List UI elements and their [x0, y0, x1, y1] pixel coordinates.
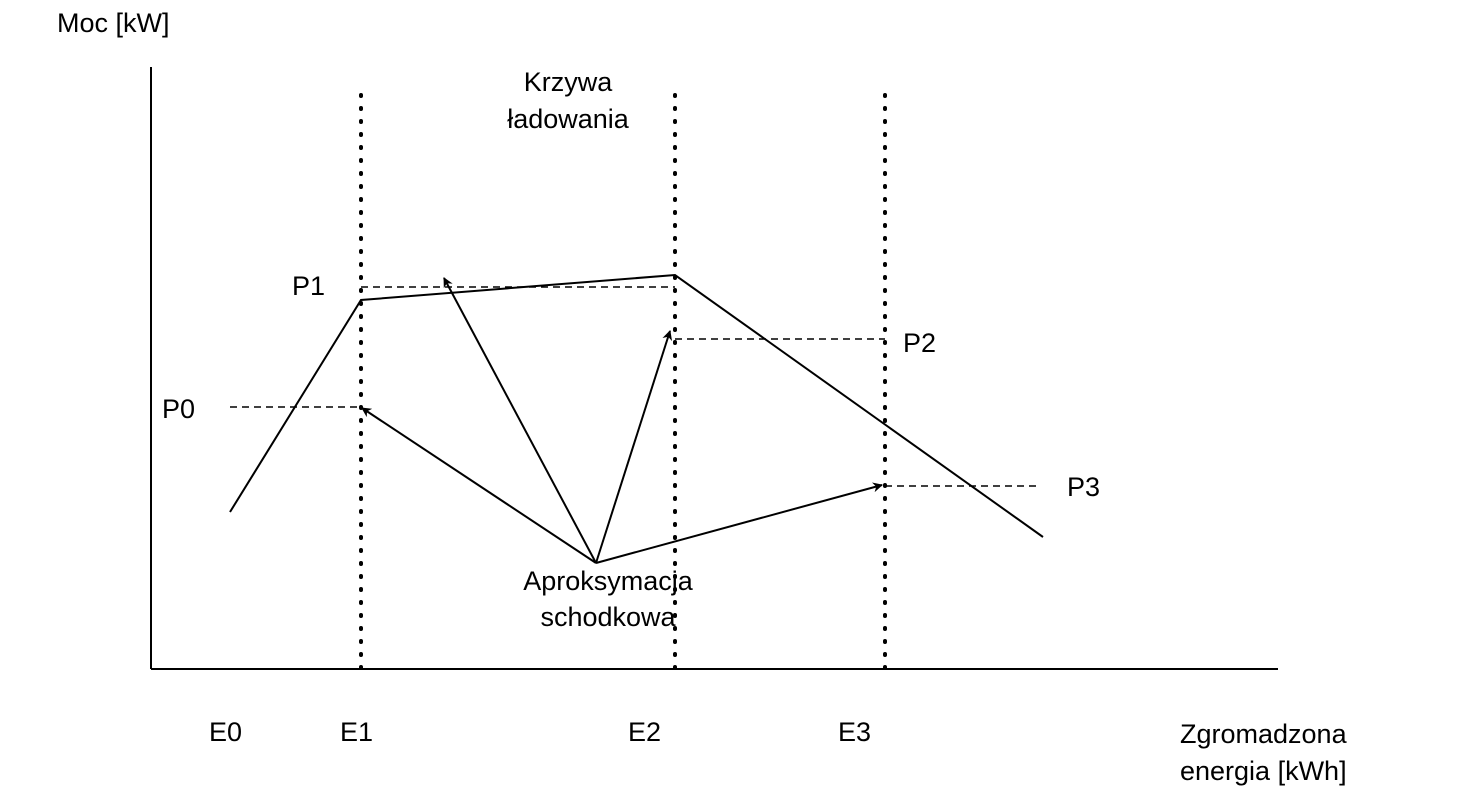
charging-curve	[229, 273, 1044, 538]
tick-e1: E1	[340, 717, 373, 747]
approximation-label-line1: Aproksymacja	[523, 566, 694, 596]
tick-e3: E3	[838, 717, 871, 747]
tick-e0: E0	[209, 717, 242, 747]
approximation-label-line2: schodkowa	[540, 602, 676, 632]
charging-curve-label-line2: ładowania	[507, 104, 630, 134]
x-axis-label-line1: Zgromadzona	[1180, 719, 1348, 749]
arrow-to-p3	[595, 482, 883, 564]
arrow-to-p2	[595, 330, 673, 564]
arrow-to-p0	[361, 407, 597, 564]
charging-curve-label-line1: Krzywa	[524, 67, 613, 97]
label-p1: P1	[292, 271, 325, 301]
label-p2: P2	[903, 328, 936, 358]
y-axis-label: Moc [kW]	[57, 8, 170, 38]
label-p0: P0	[162, 394, 195, 424]
arrow-to-p1	[443, 277, 597, 564]
label-p3: P3	[1067, 472, 1100, 502]
x-axis-label-line2: energia [kWh]	[1180, 756, 1347, 786]
tick-e2: E2	[628, 717, 661, 747]
